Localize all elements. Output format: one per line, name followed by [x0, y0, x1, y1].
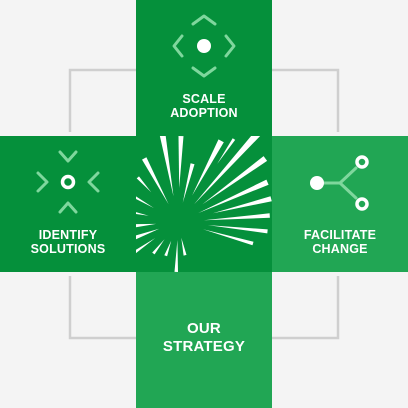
panel-top	[136, 0, 272, 136]
burst-ray	[136, 176, 152, 193]
branch-nodes-icon	[321, 166, 358, 200]
branch-node-root	[310, 176, 324, 190]
burst-ray	[217, 138, 236, 164]
move-arrows-icon	[172, 14, 236, 78]
branch-node-top	[355, 155, 369, 169]
burst-ray	[136, 238, 156, 254]
burst-ray	[136, 228, 160, 240]
burst-ray	[212, 196, 272, 214]
burst-ray	[198, 179, 269, 214]
burst-ray	[202, 156, 268, 205]
burst-ray	[174, 240, 178, 272]
burst-ray	[159, 136, 174, 197]
panel-left-label: IDENTIFY SOLUTIONS	[30, 228, 106, 257]
burst-ray	[203, 213, 270, 221]
burst-ray	[136, 223, 157, 228]
panel-bottom	[136, 272, 272, 408]
connector-bottom-left	[68, 276, 136, 340]
panel-right-label: FACILITATE CHANGE	[303, 228, 377, 257]
burst-ray	[136, 196, 154, 208]
panel-top-label: SCALE ADOPTION	[170, 92, 238, 121]
branch-node-bottom	[355, 197, 369, 211]
connector-top-right	[272, 68, 340, 132]
connector-bottom-right	[272, 276, 340, 340]
converge-arrows-icon-ring	[60, 174, 76, 190]
burst-ray	[152, 239, 165, 255]
burst-ray	[142, 157, 169, 205]
connector-lines	[68, 68, 340, 340]
burst-ray	[207, 225, 268, 234]
converge-arrows-icon	[36, 150, 100, 214]
move-arrows-icon-dot	[197, 39, 211, 53]
panel-bottom-label: OUR STRATEGY	[162, 320, 246, 355]
burst-icon	[136, 136, 272, 272]
burst-ray	[178, 136, 184, 188]
burst-ray	[203, 229, 254, 246]
burst-ray	[182, 163, 195, 203]
panel-right	[272, 136, 408, 272]
burst-ray	[181, 237, 187, 256]
burst-ray	[164, 240, 172, 257]
burst-ray	[192, 139, 224, 196]
burst-ray	[136, 212, 149, 216]
connector-top-left	[68, 68, 136, 132]
